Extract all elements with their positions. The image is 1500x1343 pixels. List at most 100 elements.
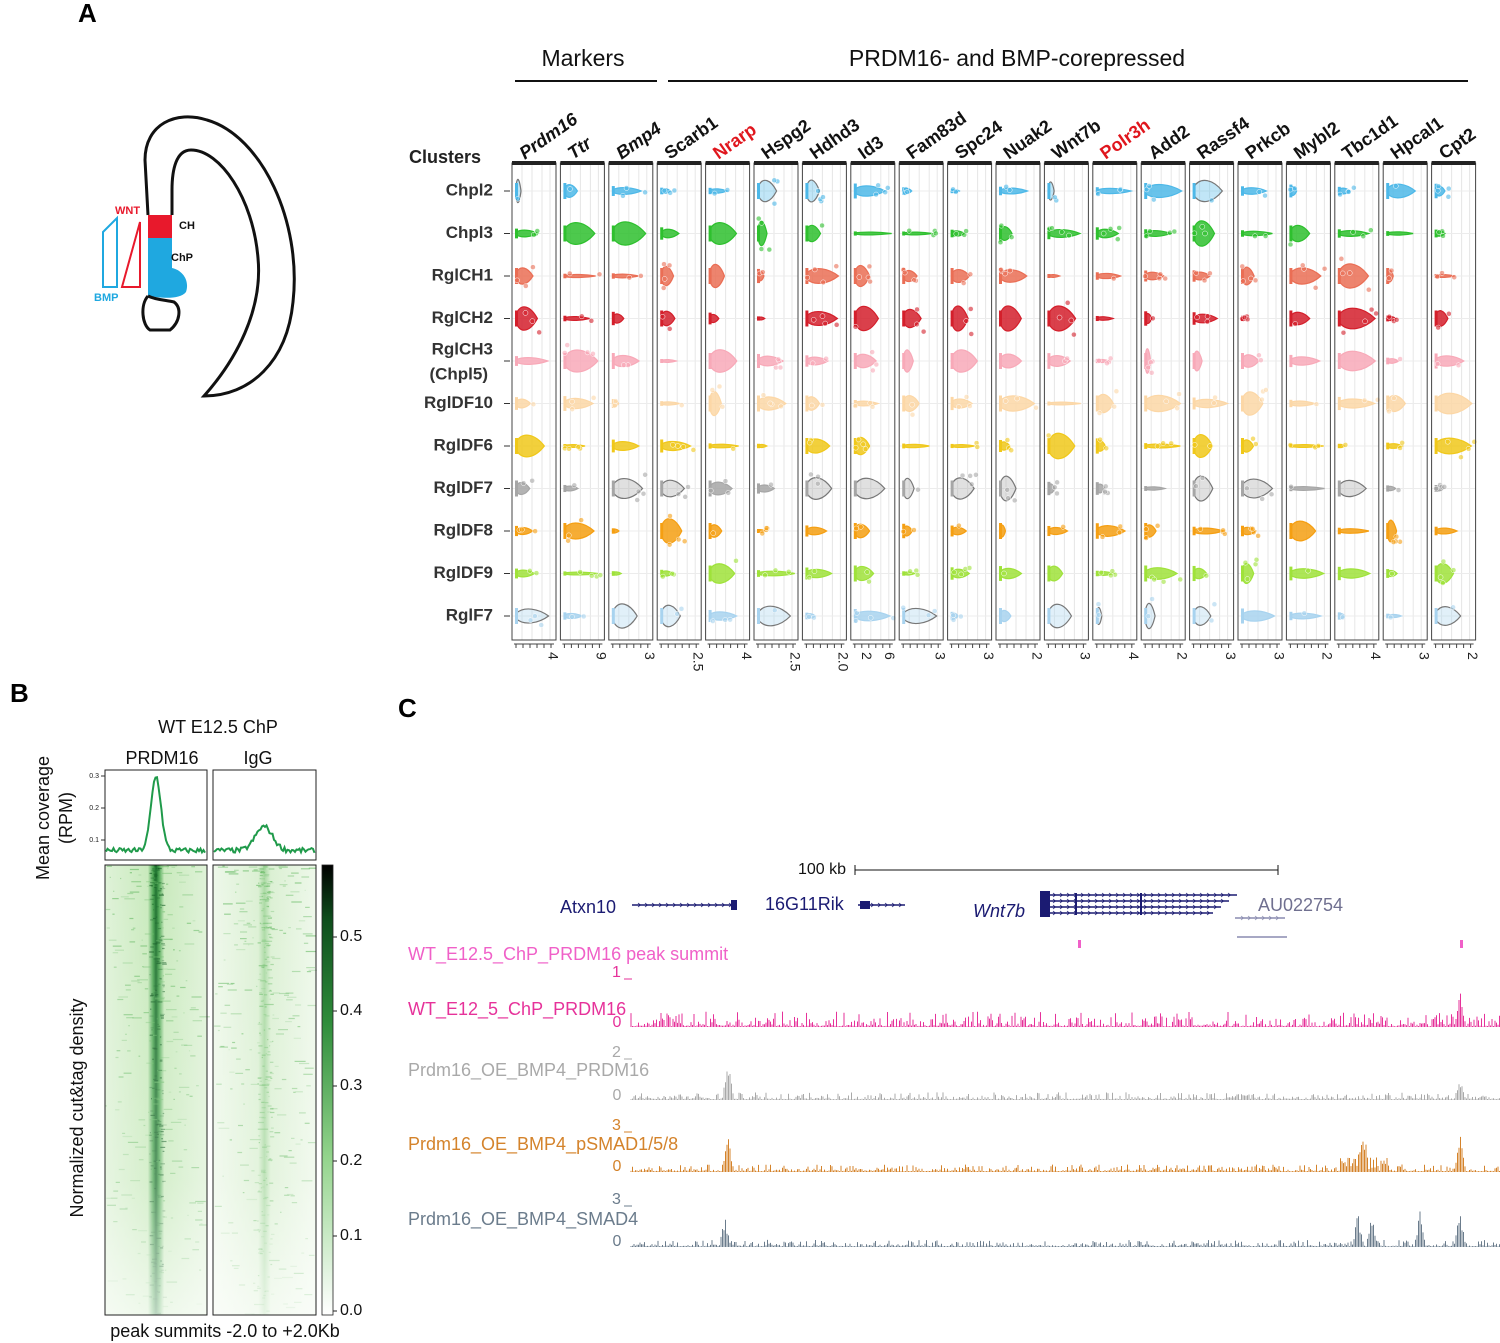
cell-dot — [711, 190, 718, 197]
cell-dot — [1397, 356, 1403, 362]
violin-stem — [708, 225, 712, 242]
strand-arrow — [1108, 910, 1113, 916]
strand-arrow — [1178, 910, 1183, 916]
cell-dot — [1292, 185, 1298, 192]
violin-stem — [708, 443, 712, 449]
strand-arrow — [1136, 910, 1141, 916]
profile-frame — [104, 769, 208, 861]
violin — [515, 481, 531, 496]
violin — [1338, 568, 1372, 579]
violin-stem — [660, 439, 664, 453]
cell-dot — [533, 570, 540, 576]
cell-dot — [862, 446, 869, 452]
cell-dot — [727, 616, 733, 623]
cell-dot — [1163, 398, 1169, 405]
cell-dot — [1361, 397, 1368, 404]
violin — [709, 263, 726, 289]
cell-dot — [722, 478, 729, 484]
gene-label: Scarb1 — [661, 112, 722, 163]
cell-dot — [902, 269, 908, 276]
cluster-label: RglDF10 — [424, 393, 493, 412]
violin-stem — [1289, 225, 1293, 242]
cell-dot — [914, 321, 920, 328]
gene-panel — [898, 161, 944, 648]
diagram-label: BMP — [94, 292, 118, 304]
cell-dot — [998, 266, 1004, 273]
violin-stem — [1095, 395, 1099, 412]
strand-arrow — [1052, 892, 1057, 898]
signal-track — [630, 993, 1500, 1027]
track-scale: 1 — [612, 964, 621, 981]
cell-dot — [815, 188, 821, 194]
cell-dot — [520, 480, 527, 486]
violin — [1338, 479, 1368, 498]
violin-stem — [1289, 399, 1293, 408]
cell-dot — [1049, 225, 1055, 231]
cell-dot — [953, 231, 960, 237]
violin — [951, 305, 969, 332]
cell-dot — [1305, 567, 1311, 574]
cell-dot — [1455, 362, 1462, 369]
strand-arrow — [1059, 904, 1064, 910]
gene-name: AU022754 — [1258, 895, 1343, 915]
violin-stem — [1144, 353, 1148, 369]
violin-stem — [1192, 312, 1196, 325]
cell-dot — [1252, 561, 1259, 567]
track-name: Prdm16_OE_BMP4_SMAD4 — [408, 1209, 638, 1230]
strand-arrow — [1192, 910, 1197, 916]
track-scale: 0 — [613, 1014, 622, 1031]
gene-panel — [559, 161, 605, 648]
cell-dot — [514, 277, 520, 284]
strand-arrow — [665, 902, 670, 908]
gene-panel — [753, 161, 799, 648]
violin-stem — [950, 480, 954, 497]
cell-dot — [1008, 234, 1015, 240]
cell-dot — [640, 490, 647, 497]
cell-dot — [760, 269, 766, 275]
cell-dot — [1002, 398, 1009, 404]
cell-dot — [1259, 496, 1265, 502]
strand-arrow — [1206, 892, 1211, 898]
violin-stem — [611, 186, 615, 196]
cell-dot — [967, 473, 973, 479]
cell-dot — [758, 246, 765, 252]
violin — [612, 187, 643, 195]
cell-dot — [1386, 314, 1393, 320]
cell-dot — [1202, 230, 1208, 237]
violin — [1047, 432, 1076, 460]
cell-dot — [1007, 267, 1013, 274]
cell-dot — [1095, 191, 1101, 197]
cell-dot — [968, 481, 975, 488]
cell-dot — [1446, 311, 1452, 317]
gene-name: Wnt7b — [973, 901, 1025, 921]
cell-dot — [914, 306, 920, 313]
violin-stem — [950, 310, 954, 327]
panel-label: B — [10, 678, 29, 708]
cell-dot — [956, 404, 962, 410]
violin — [515, 357, 550, 365]
violin-stem — [1192, 183, 1196, 199]
cell-dot — [1244, 485, 1250, 492]
violin-stem — [902, 353, 906, 369]
cluster-label: (Chpl5) — [429, 364, 488, 383]
violin-stem — [1337, 566, 1341, 581]
cell-dot — [1207, 443, 1213, 449]
cell-dot — [852, 403, 859, 409]
violin-stem — [515, 310, 518, 327]
violin-stem — [1144, 565, 1148, 582]
cell-dot — [590, 351, 596, 357]
cell-dot — [810, 317, 817, 323]
violin-stem — [853, 183, 857, 199]
cell-dot — [678, 402, 685, 408]
x-tick-label: 2 — [859, 652, 875, 660]
strand-arrow — [1136, 892, 1141, 898]
violin-stem — [1241, 268, 1244, 284]
violin — [660, 518, 683, 544]
cluster-label: RglCH3 — [432, 339, 493, 358]
violin-stem — [1095, 272, 1099, 280]
gene-label: Bmp4 — [612, 118, 664, 163]
cell-dot — [873, 191, 879, 198]
violin — [515, 306, 539, 331]
violin-stem — [1047, 401, 1051, 406]
strand-arrow — [1059, 892, 1064, 898]
